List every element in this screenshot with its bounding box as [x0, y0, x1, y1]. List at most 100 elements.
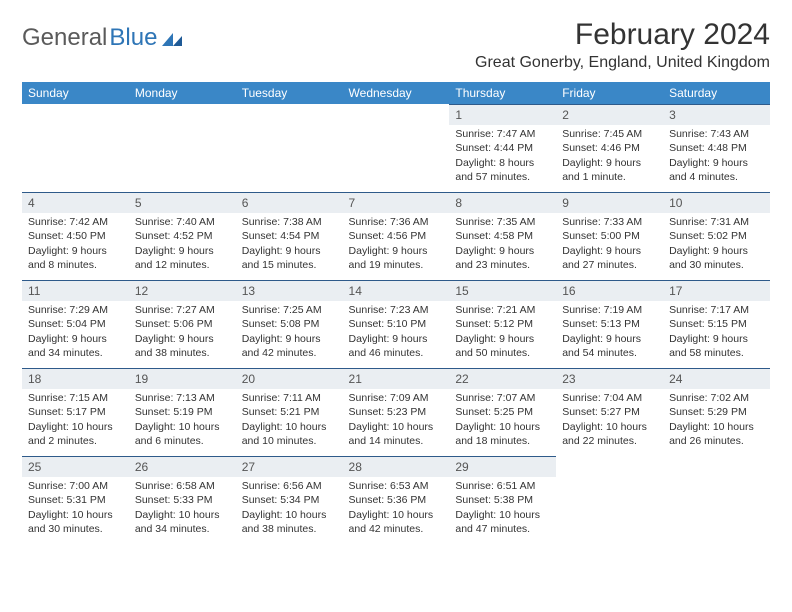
day-body: Sunrise: 7:45 AMSunset: 4:46 PMDaylight:… [556, 125, 663, 188]
daylight-line: Daylight: 10 hours and 2 minutes. [28, 420, 123, 448]
sunset-line: Sunset: 4:54 PM [242, 229, 337, 243]
day-body: Sunrise: 7:19 AMSunset: 5:13 PMDaylight:… [556, 301, 663, 364]
day-body: Sunrise: 7:23 AMSunset: 5:10 PMDaylight:… [343, 301, 450, 364]
daylight-line: Daylight: 9 hours and 30 minutes. [669, 244, 764, 272]
logo-text-blue: Blue [109, 24, 157, 52]
day-number: 4 [22, 192, 129, 213]
sunrise-line: Sunrise: 7:45 AM [562, 127, 657, 141]
day-body: Sunrise: 7:17 AMSunset: 5:15 PMDaylight:… [663, 301, 770, 364]
daylight-line: Daylight: 9 hours and 54 minutes. [562, 332, 657, 360]
day-body: Sunrise: 7:36 AMSunset: 4:56 PMDaylight:… [343, 213, 450, 276]
day-number: 3 [663, 104, 770, 125]
location: Great Gonerby, England, United Kingdom [475, 54, 770, 72]
day-body: Sunrise: 7:47 AMSunset: 4:44 PMDaylight:… [449, 125, 556, 188]
day-cell: 4 Sunrise: 7:42 AMSunset: 4:50 PMDaylight… [22, 192, 129, 280]
day-number: 24 [663, 368, 770, 389]
day-body: Sunrise: 7:33 AMSunset: 5:00 PMDaylight:… [556, 213, 663, 276]
daylight-line: Daylight: 10 hours and 22 minutes. [562, 420, 657, 448]
day-cell: 24Sunrise: 7:02 AMSunset: 5:29 PMDayligh… [663, 368, 770, 456]
daylight-line: Daylight: 10 hours and 6 minutes. [135, 420, 230, 448]
day-cell: 16Sunrise: 7:19 AMSunset: 5:13 PMDayligh… [556, 280, 663, 368]
sunset-line: Sunset: 4:50 PM [28, 229, 123, 243]
day-cell: 10Sunrise: 7:31 AMSunset: 5:02 PMDayligh… [663, 192, 770, 280]
sunrise-line: Sunrise: 6:56 AM [242, 479, 337, 493]
logo: GeneralBlue [22, 18, 184, 52]
sunrise-line: Sunrise: 7:19 AM [562, 303, 657, 317]
day-cell: 21Sunrise: 7:09 AMSunset: 5:23 PMDayligh… [343, 368, 450, 456]
week-row: 18Sunrise: 7:15 AMSunset: 5:17 PMDayligh… [22, 368, 770, 456]
day-body: Sunrise: 7:04 AMSunset: 5:27 PMDaylight:… [556, 389, 663, 452]
day-body: Sunrise: 7:13 AMSunset: 5:19 PMDaylight:… [129, 389, 236, 452]
weekday-header: Thursday [449, 82, 556, 104]
weekday-header-row: SundayMondayTuesdayWednesdayThursdayFrid… [22, 82, 770, 104]
sunset-line: Sunset: 5:33 PM [135, 493, 230, 507]
header: GeneralBlue February 2024 Great Gonerby,… [22, 18, 770, 72]
daylight-line: Daylight: 10 hours and 38 minutes. [242, 508, 337, 536]
day-number: 22 [449, 368, 556, 389]
day-cell: . [556, 456, 663, 544]
sunrise-line: Sunrise: 7:13 AM [135, 391, 230, 405]
day-body: Sunrise: 7:25 AMSunset: 5:08 PMDaylight:… [236, 301, 343, 364]
daylight-line: Daylight: 9 hours and 12 minutes. [135, 244, 230, 272]
sunset-line: Sunset: 4:44 PM [455, 141, 550, 155]
sunset-line: Sunset: 5:13 PM [562, 317, 657, 331]
day-body: Sunrise: 6:58 AMSunset: 5:33 PMDaylight:… [129, 477, 236, 540]
sunrise-line: Sunrise: 7:43 AM [669, 127, 764, 141]
day-body: Sunrise: 7:43 AMSunset: 4:48 PMDaylight:… [663, 125, 770, 188]
sunset-line: Sunset: 5:10 PM [349, 317, 444, 331]
sunrise-line: Sunrise: 7:00 AM [28, 479, 123, 493]
day-body: Sunrise: 7:35 AMSunset: 4:58 PMDaylight:… [449, 213, 556, 276]
daylight-line: Daylight: 9 hours and 58 minutes. [669, 332, 764, 360]
sunset-line: Sunset: 5:00 PM [562, 229, 657, 243]
sunrise-line: Sunrise: 7:17 AM [669, 303, 764, 317]
sunset-line: Sunset: 5:27 PM [562, 405, 657, 419]
day-cell: 14Sunrise: 7:23 AMSunset: 5:10 PMDayligh… [343, 280, 450, 368]
day-number: 5 [129, 192, 236, 213]
sunrise-line: Sunrise: 7:25 AM [242, 303, 337, 317]
sunset-line: Sunset: 4:56 PM [349, 229, 444, 243]
day-number: 23 [556, 368, 663, 389]
daylight-line: Daylight: 10 hours and 18 minutes. [455, 420, 550, 448]
sunset-line: Sunset: 5:19 PM [135, 405, 230, 419]
sunrise-line: Sunrise: 7:27 AM [135, 303, 230, 317]
day-number: 21 [343, 368, 450, 389]
day-cell: 3Sunrise: 7:43 AMSunset: 4:48 PMDaylight… [663, 104, 770, 192]
day-number: 9 [556, 192, 663, 213]
day-number: 25 [22, 456, 129, 477]
day-cell: 23Sunrise: 7:04 AMSunset: 5:27 PMDayligh… [556, 368, 663, 456]
daylight-line: Daylight: 9 hours and 8 minutes. [28, 244, 123, 272]
day-cell: . [343, 104, 450, 192]
day-body: Sunrise: 6:56 AMSunset: 5:34 PMDaylight:… [236, 477, 343, 540]
daylight-line: Daylight: 9 hours and 19 minutes. [349, 244, 444, 272]
day-body: Sunrise: 7:02 AMSunset: 5:29 PMDaylight:… [663, 389, 770, 452]
day-cell: 11Sunrise: 7:29 AMSunset: 5:04 PMDayligh… [22, 280, 129, 368]
daylight-line: Daylight: 9 hours and 23 minutes. [455, 244, 550, 272]
sunrise-line: Sunrise: 6:53 AM [349, 479, 444, 493]
daylight-line: Daylight: 9 hours and 1 minute. [562, 156, 657, 184]
day-cell: 1Sunrise: 7:47 AMSunset: 4:44 PMDaylight… [449, 104, 556, 192]
day-number: 28 [343, 456, 450, 477]
day-number: 10 [663, 192, 770, 213]
daylight-line: Daylight: 10 hours and 14 minutes. [349, 420, 444, 448]
day-cell: 18Sunrise: 7:15 AMSunset: 5:17 PMDayligh… [22, 368, 129, 456]
sunset-line: Sunset: 5:29 PM [669, 405, 764, 419]
sunset-line: Sunset: 5:31 PM [28, 493, 123, 507]
sunset-line: Sunset: 4:58 PM [455, 229, 550, 243]
sunrise-line: Sunrise: 7:38 AM [242, 215, 337, 229]
sunrise-line: Sunrise: 7:11 AM [242, 391, 337, 405]
daylight-line: Daylight: 9 hours and 38 minutes. [135, 332, 230, 360]
sunset-line: Sunset: 5:06 PM [135, 317, 230, 331]
sunset-line: Sunset: 5:21 PM [242, 405, 337, 419]
weekday-header: Friday [556, 82, 663, 104]
sunrise-line: Sunrise: 7:33 AM [562, 215, 657, 229]
daylight-line: Daylight: 9 hours and 42 minutes. [242, 332, 337, 360]
sunrise-line: Sunrise: 7:42 AM [28, 215, 123, 229]
day-body: Sunrise: 7:07 AMSunset: 5:25 PMDaylight:… [449, 389, 556, 452]
logo-mark-icon [162, 25, 184, 53]
sunrise-line: Sunrise: 7:29 AM [28, 303, 123, 317]
sunset-line: Sunset: 5:04 PM [28, 317, 123, 331]
daylight-line: Daylight: 9 hours and 27 minutes. [562, 244, 657, 272]
day-number: 15 [449, 280, 556, 301]
daylight-line: Daylight: 9 hours and 4 minutes. [669, 156, 764, 184]
day-cell: . [236, 104, 343, 192]
